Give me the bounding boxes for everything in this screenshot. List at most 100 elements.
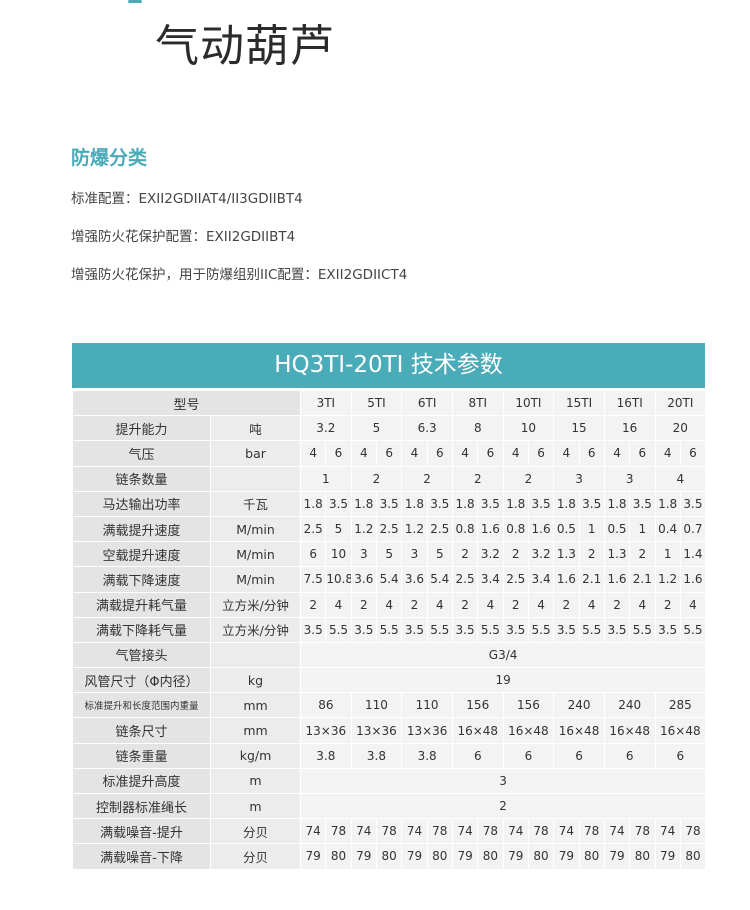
- table-cell: 74: [553, 818, 580, 845]
- table-cell: 80: [426, 843, 453, 870]
- table-cell: 2.5: [375, 515, 403, 543]
- table-cell: 1.8: [350, 490, 377, 517]
- table-cell: 8: [451, 415, 504, 442]
- table-cell: 10: [325, 541, 352, 568]
- table-cell: 78: [578, 818, 605, 845]
- row-label: 气管接头: [72, 641, 211, 669]
- row-label: 空载提升速度: [72, 541, 211, 568]
- table-cell: 110: [401, 692, 453, 719]
- table-row: 标准提升和长度范围内重量 mm 86 110 110 156 156 240 240 285: [72, 692, 707, 719]
- table-cell: 6: [502, 742, 555, 769]
- table-cell: 3.8: [300, 742, 352, 769]
- table-cell: 3.5: [553, 616, 580, 643]
- table-cell: 0.4: [654, 515, 681, 543]
- table-cell: 2: [350, 591, 377, 618]
- spec-table: HQ3TI-20TI 技术参数 型号 3TI 5TI 6TI 8TI 10TI 15TI 16…: [71, 343, 707, 870]
- table-cell: 79: [553, 843, 580, 870]
- row-unit: 立方米/分钟: [209, 591, 302, 618]
- row-unit: 分贝: [209, 818, 302, 845]
- table-row: 提升能力吨 3.2 5 6.3 8 10 15 16 20: [72, 415, 707, 442]
- row-label: 提升能力: [72, 415, 211, 442]
- table-cell: 10: [502, 415, 555, 442]
- table-cell: 2: [502, 465, 555, 492]
- table-cell: 6.3: [401, 415, 453, 442]
- table-cell: 3.5: [502, 616, 529, 643]
- table-cell: 2: [502, 541, 529, 568]
- table-cell: 79: [502, 843, 529, 870]
- table-cell: 1.3: [553, 541, 580, 568]
- table-cell: 6: [300, 541, 327, 568]
- accent-bar: [128, 0, 142, 3]
- row-unit: 千瓦: [209, 490, 302, 517]
- table-cell: 80: [477, 843, 504, 870]
- table-row: 风管尺寸（Φ内径） kg 19: [72, 667, 707, 694]
- table-cell: 240: [603, 692, 656, 719]
- explosion-class-line: 增强防火花保护配置：EXII2GDIIBT4: [71, 229, 296, 245]
- table-cell: 2: [629, 541, 656, 568]
- table-cell: 10.8: [325, 566, 352, 593]
- table-cell: 3.5: [426, 490, 453, 517]
- table-cell: 78: [629, 818, 656, 845]
- table-cell: 80: [375, 843, 403, 870]
- table-cell: 4: [375, 591, 403, 618]
- table-cell: 4: [578, 591, 605, 618]
- row-unit: m: [209, 767, 302, 795]
- table-cell: 4: [527, 591, 555, 618]
- table-cell: 1.8: [654, 490, 681, 517]
- row-unit: 分贝: [209, 843, 302, 870]
- table-row: 空载提升速度 M/min 6 10 3 5 3 5 2 3.2 2 3.2 1.3 2 1.3 2 1 1.4: [72, 541, 707, 568]
- row-unit: M/min: [209, 541, 302, 568]
- table-cell: 2: [300, 792, 707, 820]
- table-row: 满载下降耗气量 立方米/分钟 3.5 5.5 3.5 5.5 3.5 5.5 3.5 5.5 3.5…: [72, 616, 707, 643]
- table-cell: 1: [629, 515, 656, 543]
- table-cell: 3.5: [679, 490, 707, 517]
- table-cell: 3: [401, 541, 428, 568]
- table-cell: 4: [426, 591, 453, 618]
- table-cell: 74: [300, 818, 327, 845]
- table-row: 气管接头 G3/4: [72, 641, 707, 669]
- table-row: 气压 bar 4 6 4 6 4 6 4 6 4 6 4 6 4 6 4 6: [72, 440, 707, 467]
- table-cell: 16×48: [603, 717, 656, 744]
- table-cell: 4: [654, 465, 707, 492]
- table-cell: 6: [603, 742, 656, 769]
- table-cell: 3.5: [629, 490, 656, 517]
- table-cell: 4: [603, 440, 631, 467]
- table-cell: 3.5: [654, 616, 681, 643]
- table-cell: 1.2: [654, 566, 681, 593]
- table-cell: 5.5: [629, 616, 656, 643]
- table-cell: 4: [654, 440, 681, 467]
- table-cell: 1.8: [451, 490, 479, 517]
- table-cell: 6: [477, 440, 504, 467]
- table-cell: 3.5: [401, 616, 428, 643]
- table-cell: 1.3: [603, 541, 631, 568]
- table-cell: G3/4: [300, 641, 707, 669]
- table-cell: 2.5: [451, 566, 479, 593]
- table-cell: 1.8: [553, 490, 580, 517]
- model-header: 6TI: [401, 389, 453, 417]
- table-cell: 3.2: [300, 415, 352, 442]
- table-cell: 2: [401, 465, 453, 492]
- row-unit: bar: [209, 440, 302, 467]
- table-cell: 13×36: [401, 717, 453, 744]
- table-cell: 3.4: [477, 566, 504, 593]
- table-cell: 3.5: [578, 490, 605, 517]
- row-unit: 立方米/分钟: [209, 616, 302, 643]
- table-cell: 240: [553, 692, 605, 719]
- table-cell: 4: [553, 440, 580, 467]
- table-cell: 1.6: [679, 566, 707, 593]
- row-unit: 吨: [209, 415, 302, 442]
- table-cell: 80: [629, 843, 656, 870]
- table-row: 链条数量 1 2 2 2 2 3 3 4: [72, 465, 707, 492]
- table-cell: 5: [375, 541, 403, 568]
- table-row: 链条尺寸 mm 13×36 13×36 13×36 16×48 16×48 16×48 16×4…: [72, 717, 707, 744]
- table-cell: 80: [527, 843, 555, 870]
- table-cell: 2: [451, 465, 504, 492]
- table-cell: 1.8: [603, 490, 631, 517]
- table-cell: 4: [477, 591, 504, 618]
- table-row: 马达输出功率 千瓦 1.8 3.5 1.8 3.5 1.8 3.5 1.8 3.5 1.8 3.5 1.…: [72, 490, 707, 517]
- table-row: 标准提升高度 m 3: [72, 767, 707, 795]
- table-cell: 3.4: [527, 566, 555, 593]
- table-header-row: 型号 3TI 5TI 6TI 8TI 10TI 15TI 16TI 20TI: [71, 389, 707, 417]
- table-cell: 19: [300, 667, 707, 694]
- table-row: 链条重量 kg/m 3.8 3.8 3.8 6 6 6 6 6: [72, 742, 707, 769]
